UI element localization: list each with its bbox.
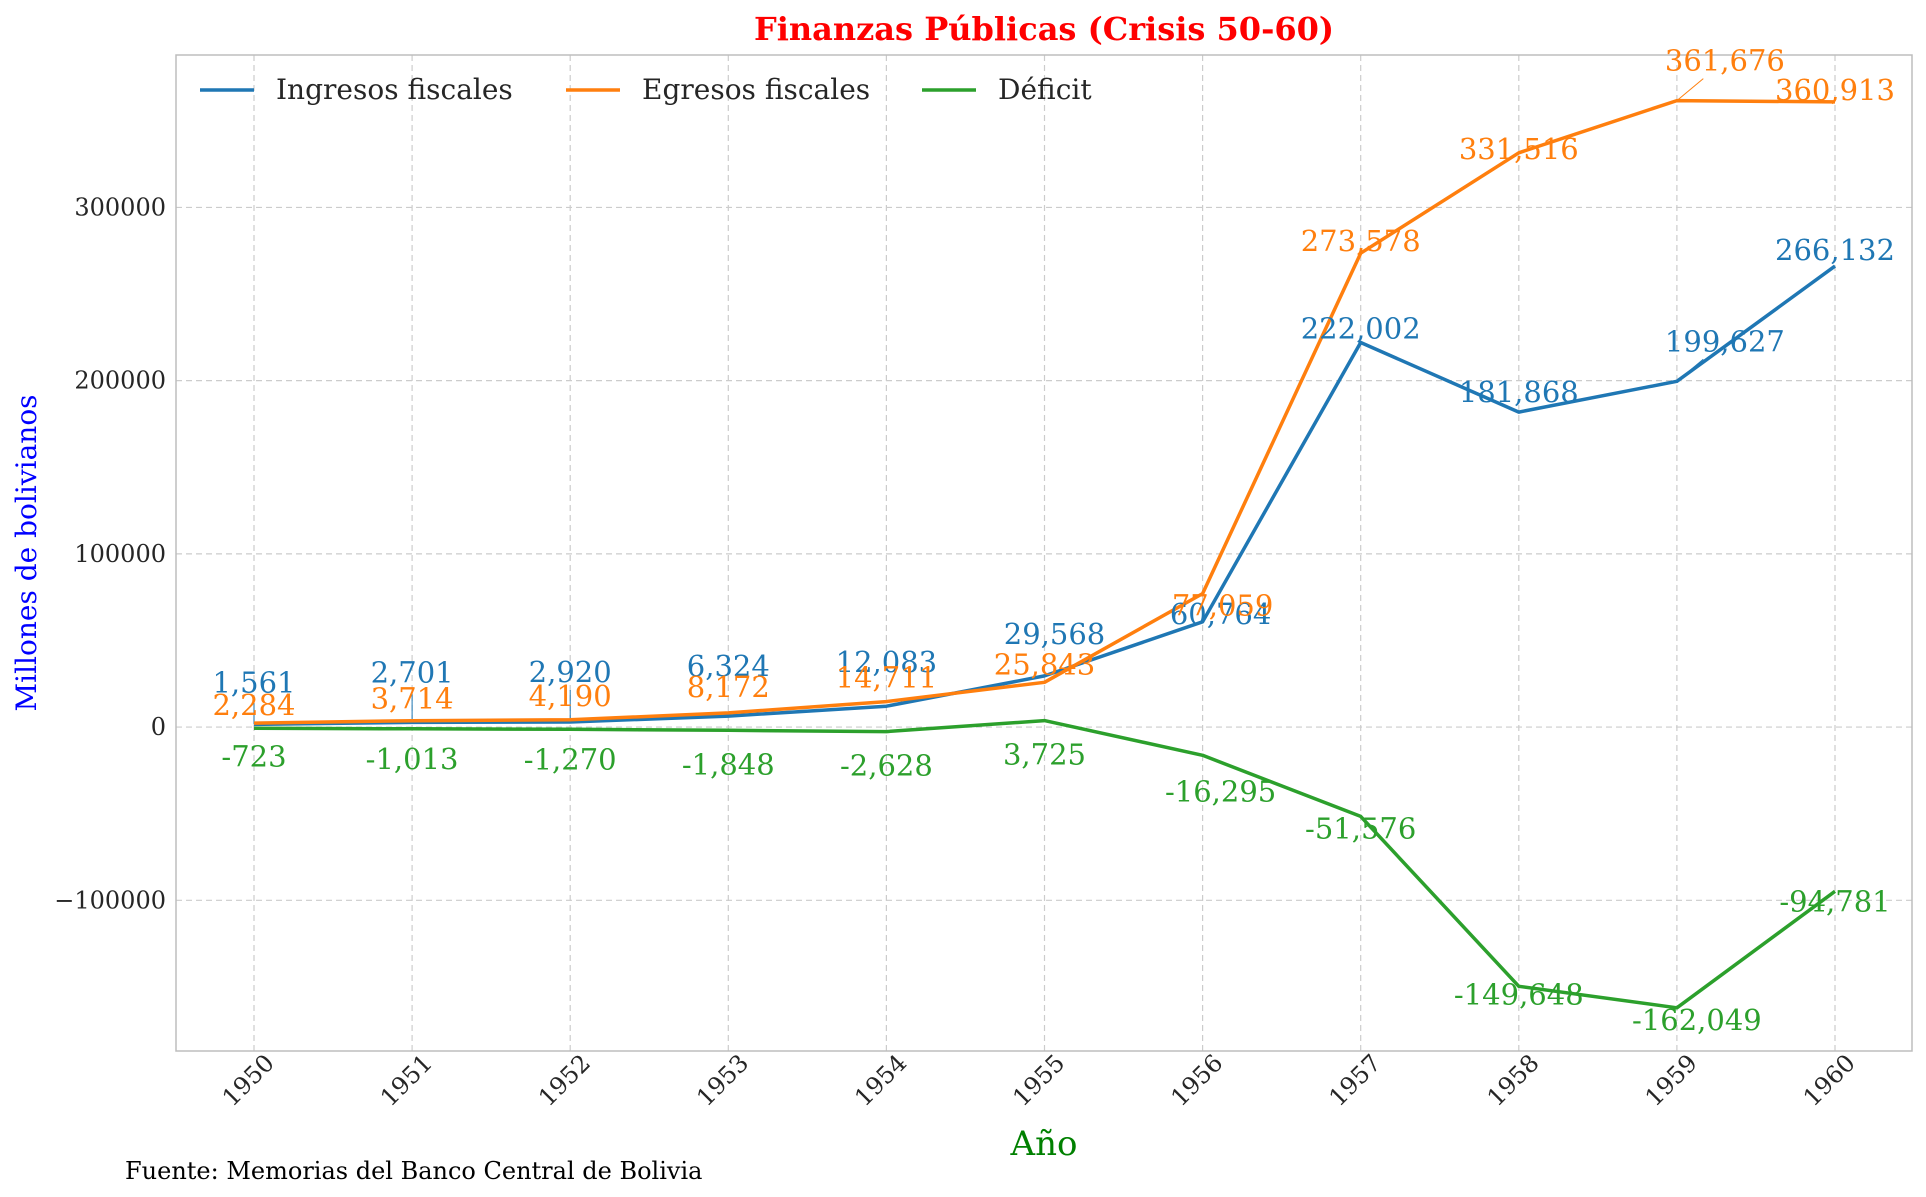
data-label: 2,701 (371, 655, 454, 689)
y-tick-label: 0 (151, 713, 166, 741)
data-label: 8,172 (687, 670, 770, 704)
data-label: 222,002 (1301, 312, 1421, 346)
data-label: -2,628 (840, 749, 933, 783)
data-label: 3,725 (1003, 738, 1086, 772)
y-axis-label: Millones de bolivianos (10, 394, 43, 711)
y-tick-label: 200000 (74, 367, 166, 395)
data-label: -1,270 (524, 742, 617, 776)
data-label: 4,190 (529, 679, 612, 713)
series-lines (253, 98, 1837, 1010)
source-note: Fuente: Memorias del Banco Central de Bo… (125, 1157, 702, 1185)
series-line (253, 98, 1836, 725)
data-label: 12,083 (836, 645, 937, 679)
data-label: 199,627 (1665, 324, 1785, 358)
data-label: 14,711 (836, 661, 937, 695)
data-label: 29,568 (1004, 617, 1105, 651)
data-label: 60,764 (1170, 597, 1271, 631)
data-label: 266,132 (1775, 233, 1895, 267)
data-label: 25,843 (994, 647, 1095, 681)
data-label: -51,576 (1305, 811, 1416, 845)
series-line (253, 264, 1837, 727)
data-label: 6,324 (687, 649, 770, 683)
y-tick-labels: −100000 0 100000 200000 300000 (54, 193, 166, 914)
data-label: -1,848 (682, 747, 775, 781)
legend-entry: Egresos fiscales (642, 73, 870, 106)
data-label: 331,516 (1459, 132, 1579, 166)
data-label: 361,676 (1665, 44, 1785, 78)
data-label: 273,578 (1301, 224, 1421, 258)
chart-title: Finanzas Públicas (Crisis 50-60) (754, 10, 1334, 48)
data-label: 360,913 (1775, 73, 1895, 107)
data-label: -162,049 (1632, 1003, 1762, 1037)
data-label: -94,781 (1779, 884, 1890, 918)
legend-entry: Ingresos fiscales (276, 73, 513, 106)
y-tick-label: 300000 (74, 193, 166, 221)
legend: Ingresos fiscales Egresos fiscales Déficit (200, 73, 1092, 106)
data-label: -1,013 (366, 742, 459, 776)
data-label: 77,059 (1172, 589, 1273, 623)
y-tick-label: 100000 (74, 540, 166, 568)
data-labels: 1,561 2,701 2,920 6,324 12,083 29,568 60,764 22… (212, 44, 1894, 1037)
annotation-leader (1676, 78, 1704, 101)
x-axis-label: Año (1010, 1124, 1078, 1164)
plot-frame (175, 54, 1913, 1052)
series-line (253, 718, 1837, 1010)
data-label: 3,714 (371, 682, 454, 716)
y-tick-label: −100000 (54, 886, 166, 914)
data-label: -16,295 (1165, 774, 1276, 808)
data-label: 2,920 (529, 655, 612, 689)
legend-entry: Déficit (998, 73, 1092, 106)
data-label: 181,868 (1459, 375, 1579, 409)
data-label: 2,284 (212, 688, 295, 722)
data-label: -723 (221, 739, 286, 773)
data-label: -149,648 (1454, 977, 1584, 1011)
data-label: 1,561 (212, 665, 295, 699)
gridlines (176, 55, 1912, 1051)
